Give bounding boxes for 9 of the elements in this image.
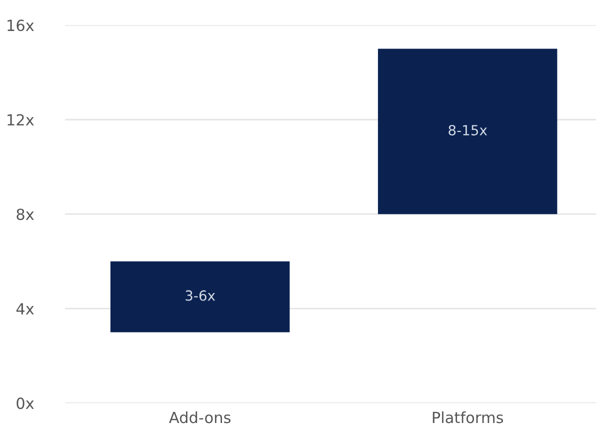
y-tick-label: 16x	[8, 20, 34, 32]
x-tick-label: Platforms	[432, 411, 504, 424]
y-tick-label: 4x	[16, 303, 34, 314]
y-tick-label: 0x	[16, 398, 34, 410]
y-tick-label: 8x	[16, 208, 34, 220]
data-label: 8-15x	[448, 124, 488, 136]
y-tick-label: 12x	[8, 114, 34, 126]
data-label: 3-6x	[186, 290, 216, 301]
x-tick-label: Add-ons	[169, 411, 230, 424]
